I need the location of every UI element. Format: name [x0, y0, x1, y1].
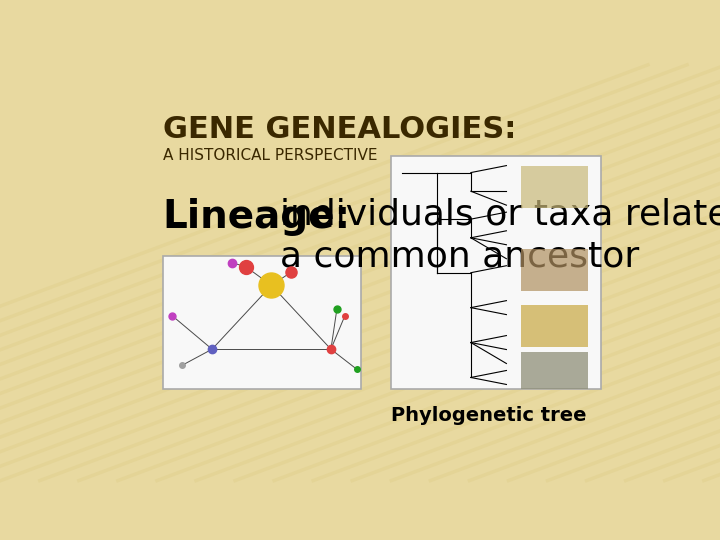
Bar: [521, 305, 588, 347]
Bar: [521, 249, 588, 291]
Text: a common ancestor: a common ancestor: [280, 239, 639, 273]
Text: Lineage:: Lineage:: [163, 198, 351, 236]
Text: GENE GENEALOGIES:: GENE GENEALOGIES:: [163, 114, 516, 144]
Bar: [521, 352, 588, 389]
Text: Phylogenetic tree: Phylogenetic tree: [391, 406, 587, 425]
Text: individuals or taxa related by: individuals or taxa related by: [258, 198, 720, 232]
Bar: [521, 166, 588, 207]
Text: A HISTORICAL PERSPECTIVE: A HISTORICAL PERSPECTIVE: [163, 148, 377, 163]
Bar: [392, 156, 600, 389]
Bar: [163, 256, 361, 389]
